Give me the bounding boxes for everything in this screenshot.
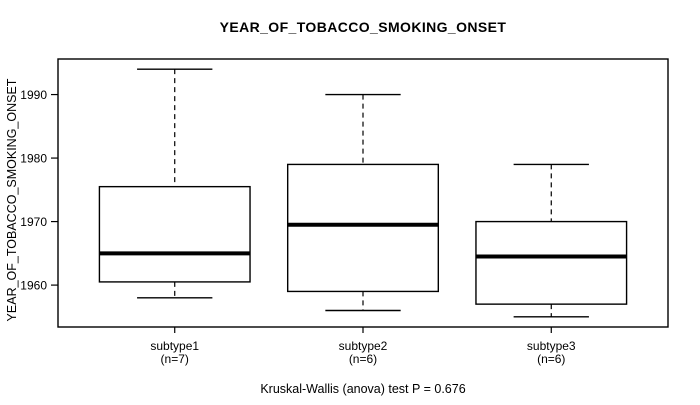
y-axis-tick-label: 1980 [20,151,47,165]
plot-area: 1960197019801990subtype1(n=7)subtype2(n=… [20,58,669,366]
x-category-label: subtype2 [339,339,388,353]
iqr-box [286,163,440,293]
x-category-count-label: (n=6) [537,352,565,366]
y-axis-tick-label: 1970 [20,215,47,229]
y-axis-title: YEAR_OF_TOBACCO_SMOKING_ONSET [5,78,19,321]
y-axis-tick-label: 1990 [20,88,47,102]
stat-test-note: Kruskal-Wallis (anova) test P = 0.676 [260,382,465,396]
y-axis-tick-label: 1960 [20,278,47,292]
iqr-box [475,220,628,305]
x-category-count-label: (n=6) [349,352,377,366]
x-category-label: subtype1 [150,339,199,353]
x-category-count-label: (n=7) [161,352,189,366]
iqr-box [98,185,251,283]
chart-title: YEAR_OF_TOBACCO_SMOKING_ONSET [220,19,507,35]
x-category-label: subtype3 [527,339,576,353]
